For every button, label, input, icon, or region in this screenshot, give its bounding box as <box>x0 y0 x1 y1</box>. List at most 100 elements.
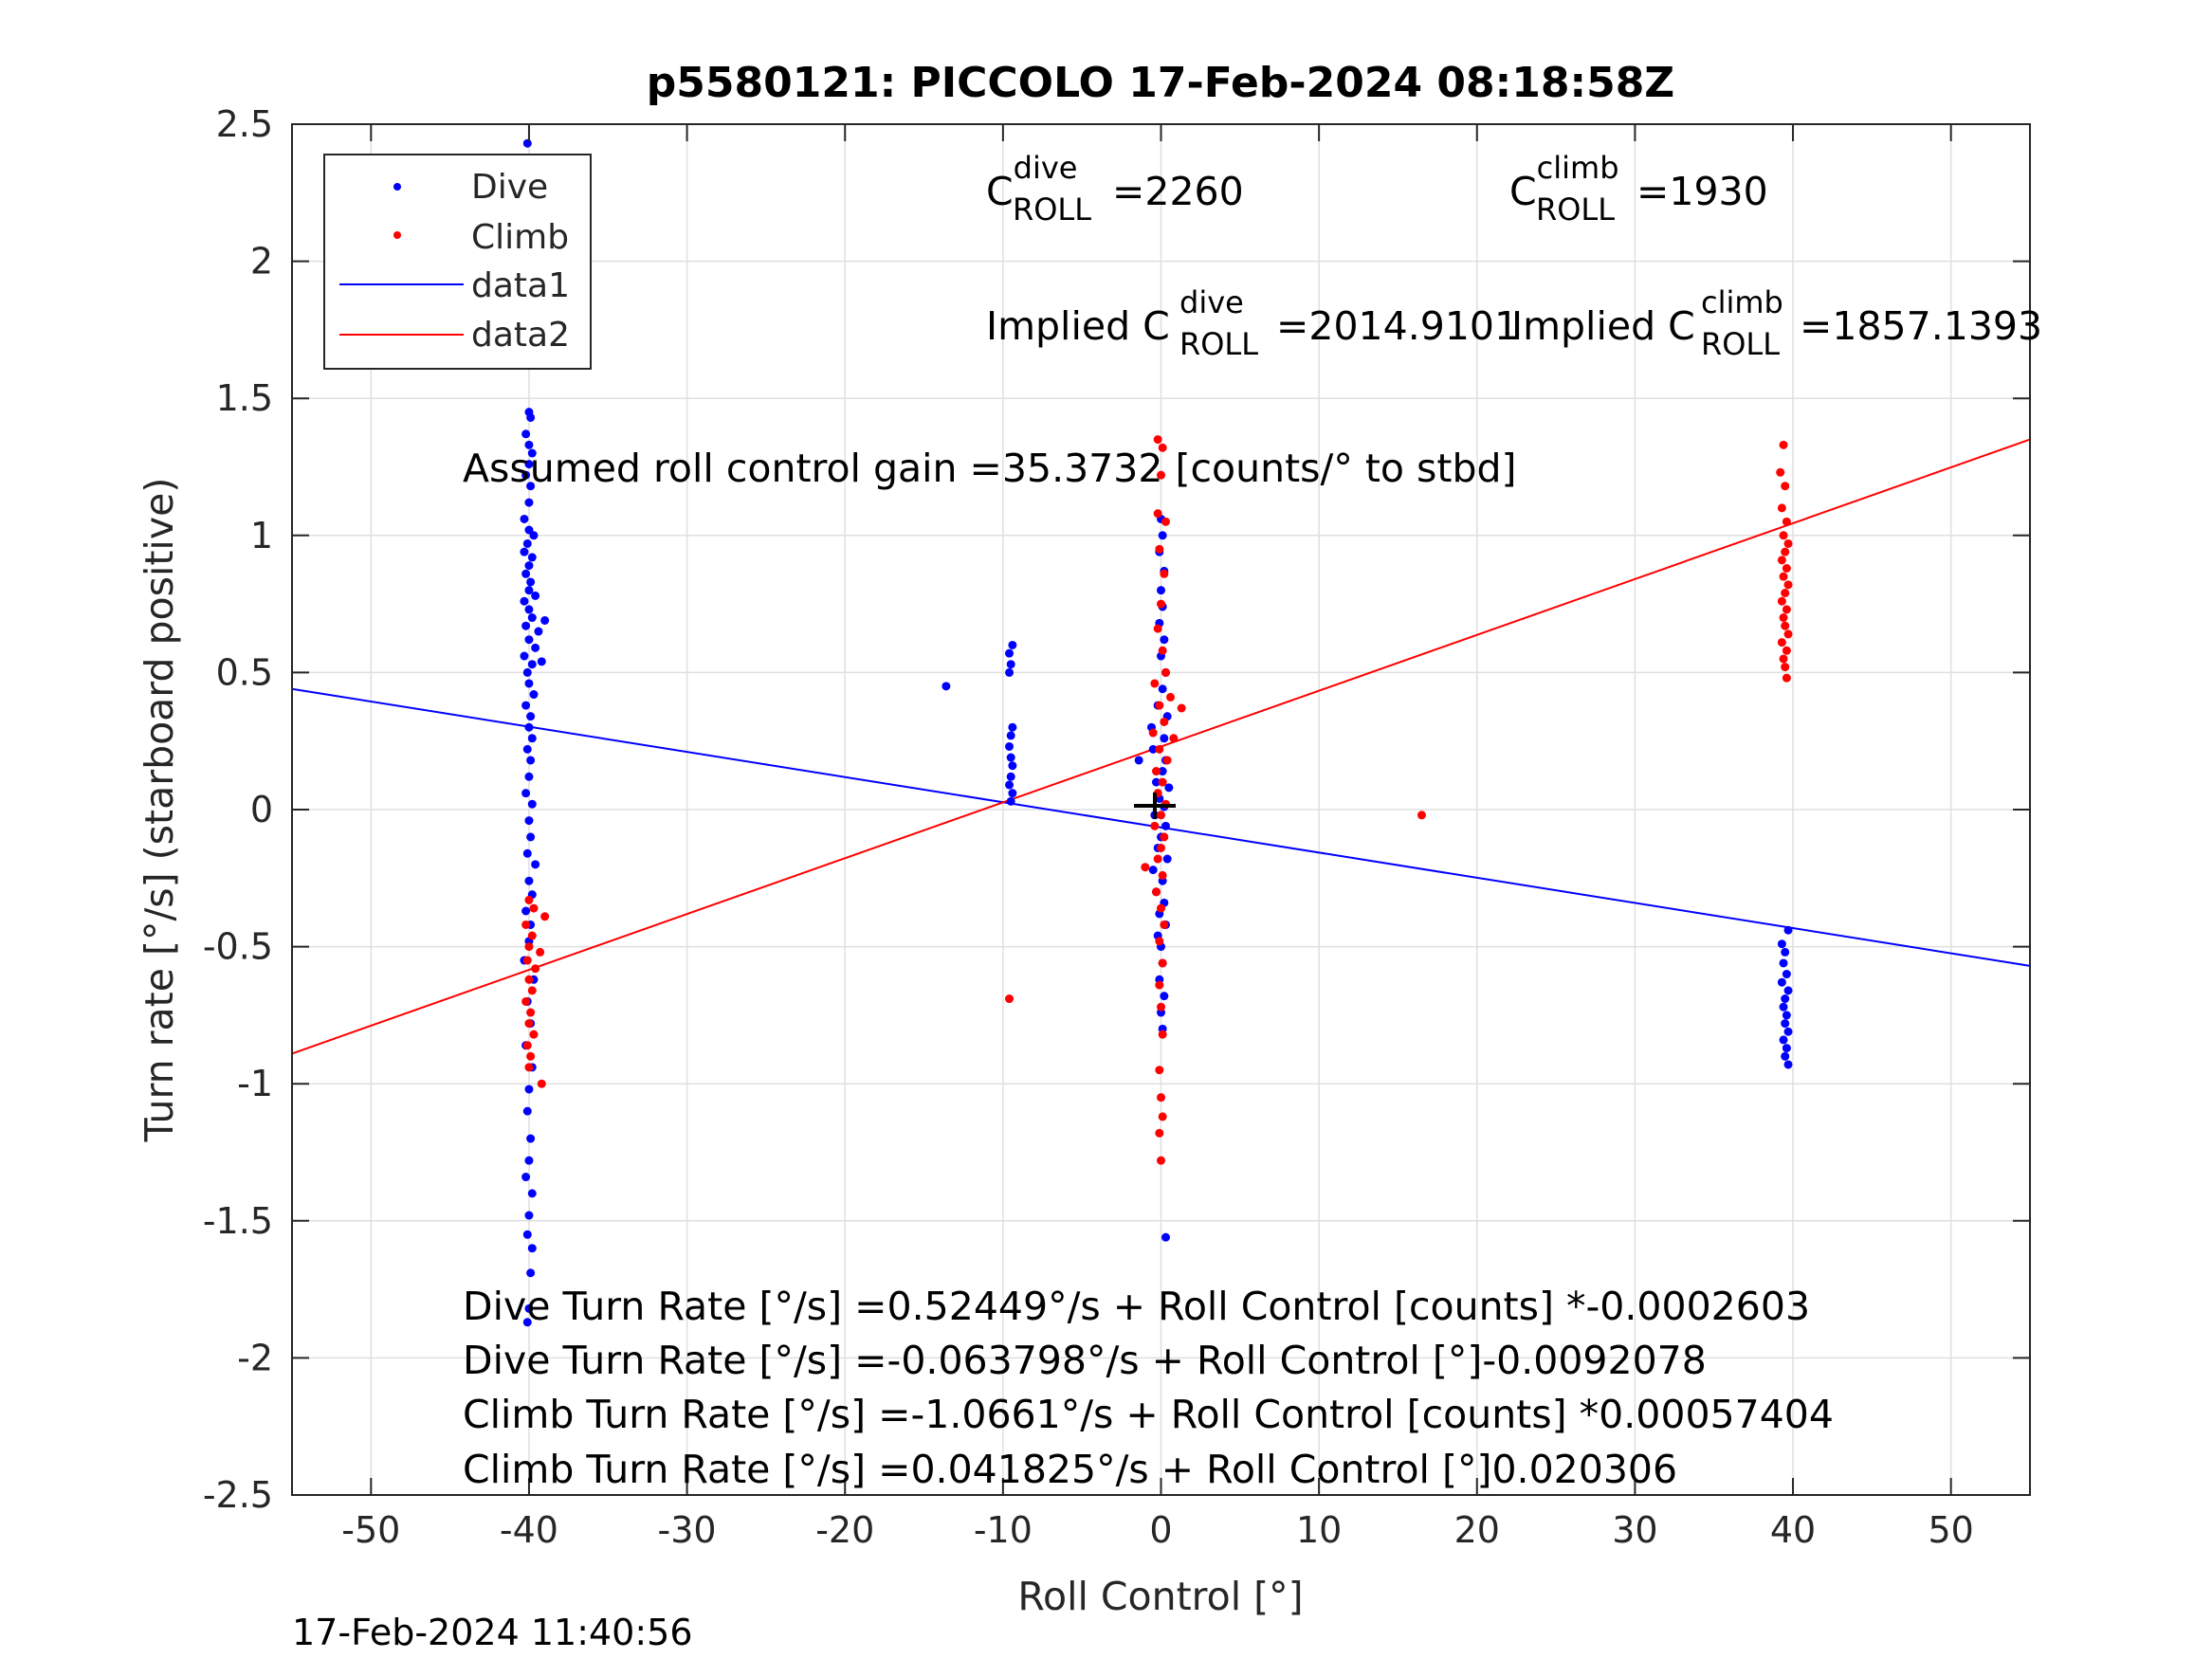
data-point-climb <box>1783 629 1793 639</box>
y-axis-label: Turn rate [°/s] (starboard positive) <box>137 478 182 1143</box>
x-axis-label: Roll Control [°] <box>1017 1574 1303 1619</box>
data-point-dive <box>1781 947 1790 957</box>
data-point-dive <box>522 538 532 548</box>
data-point-dive <box>1008 640 1017 649</box>
data-point-dive <box>531 643 540 652</box>
data-point-climb <box>1783 580 1793 590</box>
data-point-dive <box>1158 767 1167 776</box>
fit-equation-dive-counts: Dive Turn Rate [°/s] =0.52449°/s + Roll … <box>463 1284 1810 1329</box>
data-point-dive <box>1782 970 1791 979</box>
data-point-climb <box>1177 703 1186 713</box>
data-point-dive <box>521 789 531 798</box>
data-point-dive <box>522 138 532 148</box>
data-point-dive <box>540 615 550 625</box>
fit-equation-climb-degrees: Climb Turn Rate [°/s] =0.041825°/s + Rol… <box>463 1447 1677 1492</box>
data-point-dive <box>1158 531 1167 540</box>
data-point-dive <box>1158 684 1167 694</box>
data-point-dive <box>526 1268 536 1278</box>
data-point-climb <box>1783 538 1793 548</box>
data-point-climb <box>1161 517 1170 526</box>
x-tick-label: -50 <box>341 1509 400 1551</box>
data-point-dive <box>521 429 531 439</box>
data-point-dive <box>522 1318 532 1327</box>
data-point-climb <box>1782 564 1791 574</box>
data-point-dive <box>520 547 529 556</box>
data-point-dive <box>526 712 536 721</box>
data-point-dive <box>1005 667 1015 677</box>
data-point-dive <box>1783 986 1793 995</box>
data-point-dive <box>1006 772 1015 781</box>
x-tick-label: 10 <box>1296 1509 1342 1551</box>
data-point-dive <box>522 667 532 677</box>
data-point-dive <box>1006 796 1015 806</box>
chart-title: p5580121: PICCOLO 17-Feb-2024 08:18:58Z <box>647 59 1674 107</box>
data-point-dive <box>1005 648 1015 658</box>
y-tick-label: -2.5 <box>203 1474 273 1516</box>
implied-c-roll-dive-annotation: Implied Cdive ROLL =2014.9101 <box>986 284 1519 362</box>
data-point-dive <box>524 876 534 885</box>
y-tick-label: -1.5 <box>203 1200 273 1242</box>
data-points <box>520 138 1793 1327</box>
data-point-dive <box>521 470 531 480</box>
data-point-climb <box>1158 870 1167 880</box>
data-point-climb <box>1160 717 1169 726</box>
data-point-dive <box>1160 734 1169 743</box>
data-point-dive <box>1777 977 1786 987</box>
data-point-dive <box>524 1156 534 1165</box>
data-point-dive <box>527 660 537 669</box>
data-point-dive <box>529 531 539 540</box>
data-point-climb <box>1155 744 1164 754</box>
data-point-climb <box>1158 1030 1167 1039</box>
data-point-dive <box>520 514 529 523</box>
data-point-climb <box>1782 673 1791 683</box>
data-point-climb <box>1153 624 1162 633</box>
data-point-dive <box>527 1244 537 1253</box>
data-point-dive <box>1783 1027 1793 1036</box>
data-point-climb <box>1781 547 1790 556</box>
data-point-climb <box>1777 596 1786 606</box>
x-tick-label: 50 <box>1929 1509 1974 1551</box>
data-point-dive <box>1006 731 1015 740</box>
data-point-climb <box>526 1051 536 1061</box>
data-point-climb <box>1157 811 1165 820</box>
data-point-climb <box>1782 517 1791 526</box>
data-point-dive <box>524 440 534 449</box>
data-point-climb <box>524 942 534 952</box>
data-point-climb <box>1157 1093 1165 1103</box>
x-tick-label: 40 <box>1770 1509 1816 1551</box>
y-tick-label: 0 <box>250 789 273 830</box>
data-point-climb <box>1779 440 1788 449</box>
data-point-dive <box>524 816 534 826</box>
data-point-climb <box>1162 756 1172 765</box>
data-point-climb <box>1152 887 1161 897</box>
data-point-dive <box>1162 854 1172 864</box>
data-point-climb <box>1779 572 1788 581</box>
data-point-climb <box>1417 811 1426 820</box>
data-point-climb <box>537 1079 546 1088</box>
data-point-dive <box>1779 958 1788 968</box>
data-point-climb <box>527 931 537 940</box>
data-point-dive <box>526 412 536 422</box>
data-point-dive <box>1160 635 1169 645</box>
data-point-climb <box>529 1030 539 1039</box>
data-point-dive <box>1148 744 1158 754</box>
data-point-dive <box>526 482 536 491</box>
data-point-dive <box>1781 1019 1790 1029</box>
data-point-climb <box>1777 503 1786 513</box>
data-point-climb <box>1150 679 1160 688</box>
data-point-dive <box>524 722 534 732</box>
data-point-climb <box>524 1063 534 1072</box>
legend-label-climb: Climb <box>471 218 569 257</box>
y-tick-label: 1 <box>250 515 273 556</box>
data-point-climb <box>1155 980 1164 990</box>
x-tick-label: 30 <box>1612 1509 1657 1551</box>
data-point-dive <box>524 498 534 507</box>
data-point-dive <box>524 772 534 781</box>
data-point-dive <box>1164 783 1174 793</box>
legend: Dive Climb data1 data2 <box>323 154 592 370</box>
y-tick-label: 0.5 <box>216 651 273 693</box>
data-point-climb <box>1781 663 1790 672</box>
data-point-climb <box>529 903 539 913</box>
data-point-dive <box>520 651 529 661</box>
data-point-climb <box>1155 1128 1164 1138</box>
